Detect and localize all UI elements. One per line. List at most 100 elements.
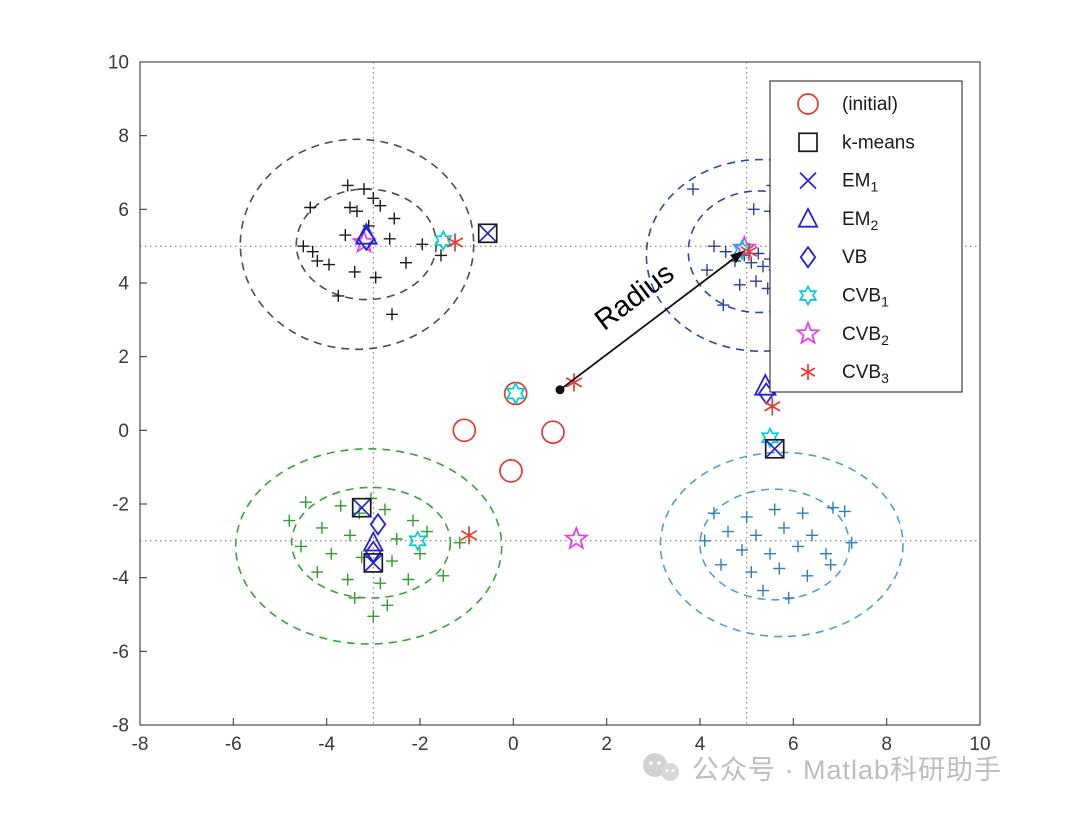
cluster-points-bottom-right: [698, 501, 858, 604]
data-point: [747, 203, 760, 216]
hexagram-legend-icon: [798, 284, 818, 307]
x-tick-label: 10: [969, 734, 990, 755]
x-tick-label: -2: [412, 734, 429, 755]
cluster-ellipse-bottom-left: [234, 448, 503, 645]
y-tick-label: 0: [118, 421, 129, 442]
asterisk-marker: [460, 530, 478, 541]
diamond-legend-icon: [799, 245, 817, 269]
data-point: [386, 555, 398, 568]
data-point: [367, 192, 380, 205]
data-point: [339, 229, 352, 242]
data-point: [304, 201, 317, 214]
data-point: [701, 264, 713, 277]
data-point: [745, 256, 758, 269]
data-point: [782, 591, 795, 604]
y-tick-label: -2: [112, 495, 129, 516]
circle-marker: [452, 418, 477, 443]
data-point: [827, 501, 839, 514]
arrow-head-icon: [730, 250, 745, 263]
data-point: [358, 183, 370, 196]
wechat-icon: [640, 751, 682, 785]
x-tick-label: 0: [508, 734, 519, 755]
asterisk-legend-icon: [800, 367, 816, 377]
y-tick-label: 6: [118, 200, 129, 221]
data-point: [736, 544, 748, 556]
data-point: [838, 505, 851, 518]
data-point: [801, 569, 814, 582]
data-point: [792, 540, 804, 553]
data-point: [334, 499, 347, 512]
radius-arrow: Radius: [555, 250, 745, 395]
data-point: [745, 566, 758, 579]
asterisk-marker: [740, 246, 758, 257]
circle-marker: [499, 459, 523, 483]
plot-border: [139, 61, 981, 726]
x-tick-label: 8: [881, 734, 892, 755]
x-marker: [766, 440, 784, 458]
data-point: [369, 271, 382, 284]
y-tick-label: 4: [118, 274, 129, 295]
data-point: [435, 249, 447, 262]
data-point: [717, 299, 730, 312]
legend-box: [769, 80, 963, 393]
square-marker: [764, 438, 785, 459]
data-point: [437, 569, 450, 582]
x-axis: -8 -6 -4 -2 0 2 4 6 8 10: [132, 718, 991, 755]
x-tick-label: 4: [695, 734, 706, 755]
cluster-ellipse-bottom-right: [659, 451, 904, 638]
data-point: [733, 278, 746, 291]
y-tick-label: 10: [108, 53, 129, 74]
data-point: [407, 514, 419, 527]
data-point: [752, 247, 765, 260]
data-point: [374, 577, 387, 590]
legend-item-vb: VB: [799, 245, 867, 269]
data-point: [453, 536, 466, 549]
data-point: [400, 256, 412, 269]
data-point: [796, 507, 809, 520]
y-tick-label: -4: [112, 568, 129, 589]
data-point: [773, 562, 786, 575]
data-point: [341, 179, 354, 192]
data-point: [351, 205, 363, 218]
y-tick-label: -6: [112, 642, 129, 663]
x-marker: [479, 224, 497, 242]
data-point: [379, 503, 391, 516]
data-point: [820, 547, 832, 560]
arrow-origin-dot: [555, 385, 565, 395]
watermark-text: 公众号 · Matlab科研助手: [692, 755, 1003, 785]
data-point: [757, 584, 769, 597]
data-point: [295, 540, 307, 553]
data-point: [824, 558, 837, 571]
y-axis: -8 -6 -4 -2 0 2 4 6 8 10: [108, 53, 147, 737]
x-tick-label: -6: [225, 734, 242, 755]
data-point: [348, 265, 361, 278]
hexagram-marker: [505, 381, 526, 406]
y-tick-label: -8: [112, 716, 129, 737]
data-point: [806, 529, 818, 542]
asterisk-marker: [764, 401, 781, 412]
data-point: [414, 547, 426, 560]
cluster-points-top-left: [297, 179, 447, 321]
data-point: [402, 573, 415, 586]
cluster-ellipse-bottom-left: [290, 486, 452, 599]
cluster-ellipse-bottom-right: [699, 488, 851, 601]
data-point: [341, 573, 354, 586]
data-point: [757, 260, 769, 273]
y-tick-label: 2: [118, 347, 129, 368]
data-point: [306, 245, 319, 258]
legend-label: k-means: [842, 132, 915, 153]
x-marker: [364, 554, 382, 572]
cluster-ellipse-top-left: [239, 138, 475, 351]
hexagram-marker: [433, 229, 453, 252]
data-point: [421, 525, 433, 538]
data-point: [311, 254, 324, 267]
x-legend-icon: [799, 171, 817, 190]
result-markers: [351, 222, 785, 573]
data-point: [297, 240, 310, 253]
data-point: [719, 245, 732, 258]
x-tick-label: 6: [788, 734, 799, 755]
data-point: [344, 201, 356, 214]
data-point: [332, 289, 345, 302]
